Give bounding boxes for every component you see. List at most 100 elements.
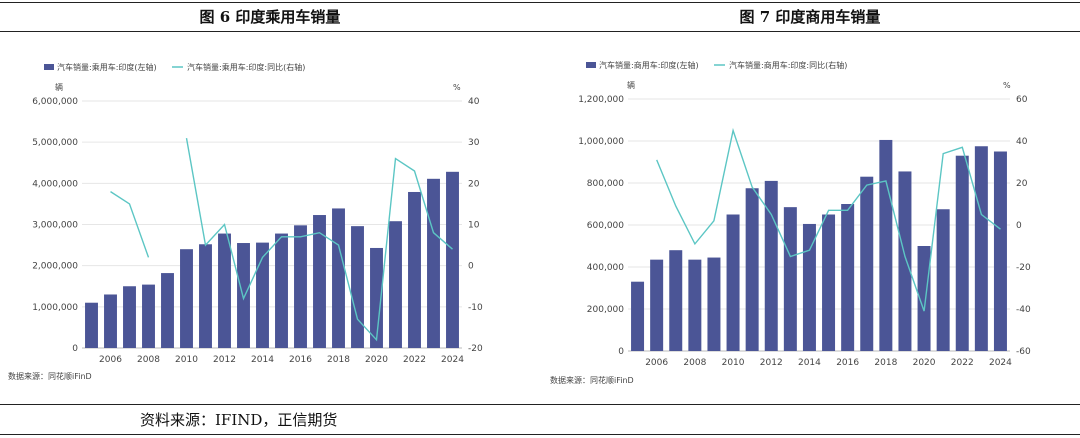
x-tick-label: 2024: [989, 358, 1012, 368]
x-tick-label: 2020: [913, 358, 936, 368]
bar: [370, 247, 383, 348]
bar: [669, 250, 683, 351]
y-left-tick-label: 4,000,000: [32, 179, 78, 189]
y-left-tick-label: 5,000,000: [32, 138, 78, 148]
y-left-tick-label: 800,000: [587, 179, 624, 189]
bar: [256, 242, 269, 348]
legend-line-label: 汽车销量:乘用车:印度:同比(右轴): [187, 62, 305, 72]
y-right-tick-label: 30: [468, 138, 480, 148]
bar: [783, 207, 797, 351]
bar: [218, 233, 231, 348]
y-right-tick-label: 0: [468, 262, 474, 272]
bar: [898, 171, 912, 351]
y-right-unit: %: [453, 83, 461, 92]
y-left-tick-label: 200,000: [587, 305, 624, 315]
chart-source-note: 数据来源：同花顺iFinD: [550, 375, 634, 385]
bar: [427, 178, 440, 348]
x-tick-label: 2022: [951, 358, 974, 368]
footer-divider: [0, 404, 1080, 405]
legend-line-label: 汽车销量:商用车:印度:同比(右轴): [729, 60, 847, 70]
x-tick-label: 2006: [645, 358, 668, 368]
bar: [936, 209, 950, 351]
y-right-tick-label: -10: [468, 303, 483, 313]
bar: [408, 191, 421, 348]
x-tick-label: 2018: [327, 355, 350, 365]
bar: [161, 273, 174, 348]
bar: [745, 188, 759, 351]
legend-bar-swatch: [44, 64, 54, 70]
y-right-tick-label: -60: [1016, 347, 1031, 357]
x-tick-label: 2016: [836, 358, 859, 368]
bar: [275, 233, 288, 348]
y-right-tick-label: 60: [1016, 95, 1028, 105]
bar: [631, 281, 645, 351]
bar: [707, 257, 721, 351]
y-right-tick-label: 10: [468, 221, 480, 231]
y-left-tick-label: 0: [618, 347, 624, 357]
top-border: [0, 2, 1080, 3]
bar: [841, 204, 855, 351]
bar: [332, 208, 345, 348]
y-right-tick-label: 40: [1016, 137, 1028, 147]
bar: [313, 215, 326, 348]
y-right-tick-label: -40: [1016, 305, 1031, 315]
x-tick-label: 2008: [683, 358, 706, 368]
y-left-tick-label: 1,200,000: [578, 95, 624, 105]
figure-7-title: 图 7 印度商用车销量: [739, 8, 881, 26]
bar: [879, 139, 893, 351]
x-tick-label: 2016: [289, 355, 312, 365]
x-tick-label: 2020: [365, 355, 388, 365]
bar: [389, 221, 402, 348]
bar: [237, 243, 250, 348]
bar: [294, 225, 307, 348]
commercial-vehicle-sales-chart: 0 -60 200,000 -40 400,000 -20 600,000 0 800,000 2…: [550, 60, 1031, 385]
bottom-border: [0, 434, 1080, 435]
bar: [351, 226, 364, 348]
footer-source: 资料来源：IFIND，正信期货: [140, 411, 338, 429]
yoy-line: [110, 137, 453, 342]
bar: [123, 286, 136, 348]
figure-6-title: 图 6 印度乘用车销量: [199, 8, 341, 26]
bar: [802, 223, 816, 351]
x-tick-label: 2012: [760, 358, 783, 368]
bar: [180, 249, 193, 348]
passenger-vehicle-sales-chart: 0 -20 1,000,000 -10 2,000,000 0 3,000,000 10 4,0…: [8, 62, 483, 381]
bar: [446, 171, 459, 348]
x-tick-label: 2018: [874, 358, 897, 368]
y-right-tick-label: -20: [1016, 263, 1031, 273]
legend-bar-swatch: [586, 62, 596, 68]
bar: [955, 155, 969, 351]
header-divider: [0, 31, 1080, 32]
y-left-tick-label: 600,000: [587, 221, 624, 231]
bar: [917, 246, 931, 351]
yoy-line: [656, 127, 1001, 312]
x-tick-label: 2014: [251, 355, 274, 365]
bar: [650, 259, 664, 351]
bar: [860, 176, 874, 351]
y-left-tick-label: 1,000,000: [32, 303, 78, 313]
y-left-tick-label: 3,000,000: [32, 221, 78, 231]
y-right-tick-label: -20: [468, 344, 483, 354]
y-left-tick-label: 2,000,000: [32, 262, 78, 272]
x-tick-label: 2022: [403, 355, 426, 365]
bar: [142, 284, 155, 348]
x-tick-label: 2006: [99, 355, 122, 365]
y-left-unit: 辆: [55, 82, 63, 92]
y-left-tick-label: 0: [72, 344, 78, 354]
bar: [85, 302, 98, 348]
chart-source-note: 数据来源：同花顺iFinD: [8, 371, 92, 381]
y-right-tick-label: 40: [468, 97, 480, 107]
x-tick-label: 2024: [441, 355, 464, 365]
bar: [688, 259, 702, 351]
bar: [993, 151, 1007, 351]
bar: [726, 214, 740, 351]
y-left-tick-label: 400,000: [587, 263, 624, 273]
y-left-unit: 辆: [627, 80, 635, 90]
bar: [764, 180, 778, 351]
bar: [104, 294, 117, 348]
bar: [974, 146, 988, 351]
y-right-tick-label: 20: [1016, 179, 1028, 189]
bar: [199, 244, 212, 348]
x-tick-label: 2012: [213, 355, 236, 365]
x-tick-label: 2014: [798, 358, 821, 368]
